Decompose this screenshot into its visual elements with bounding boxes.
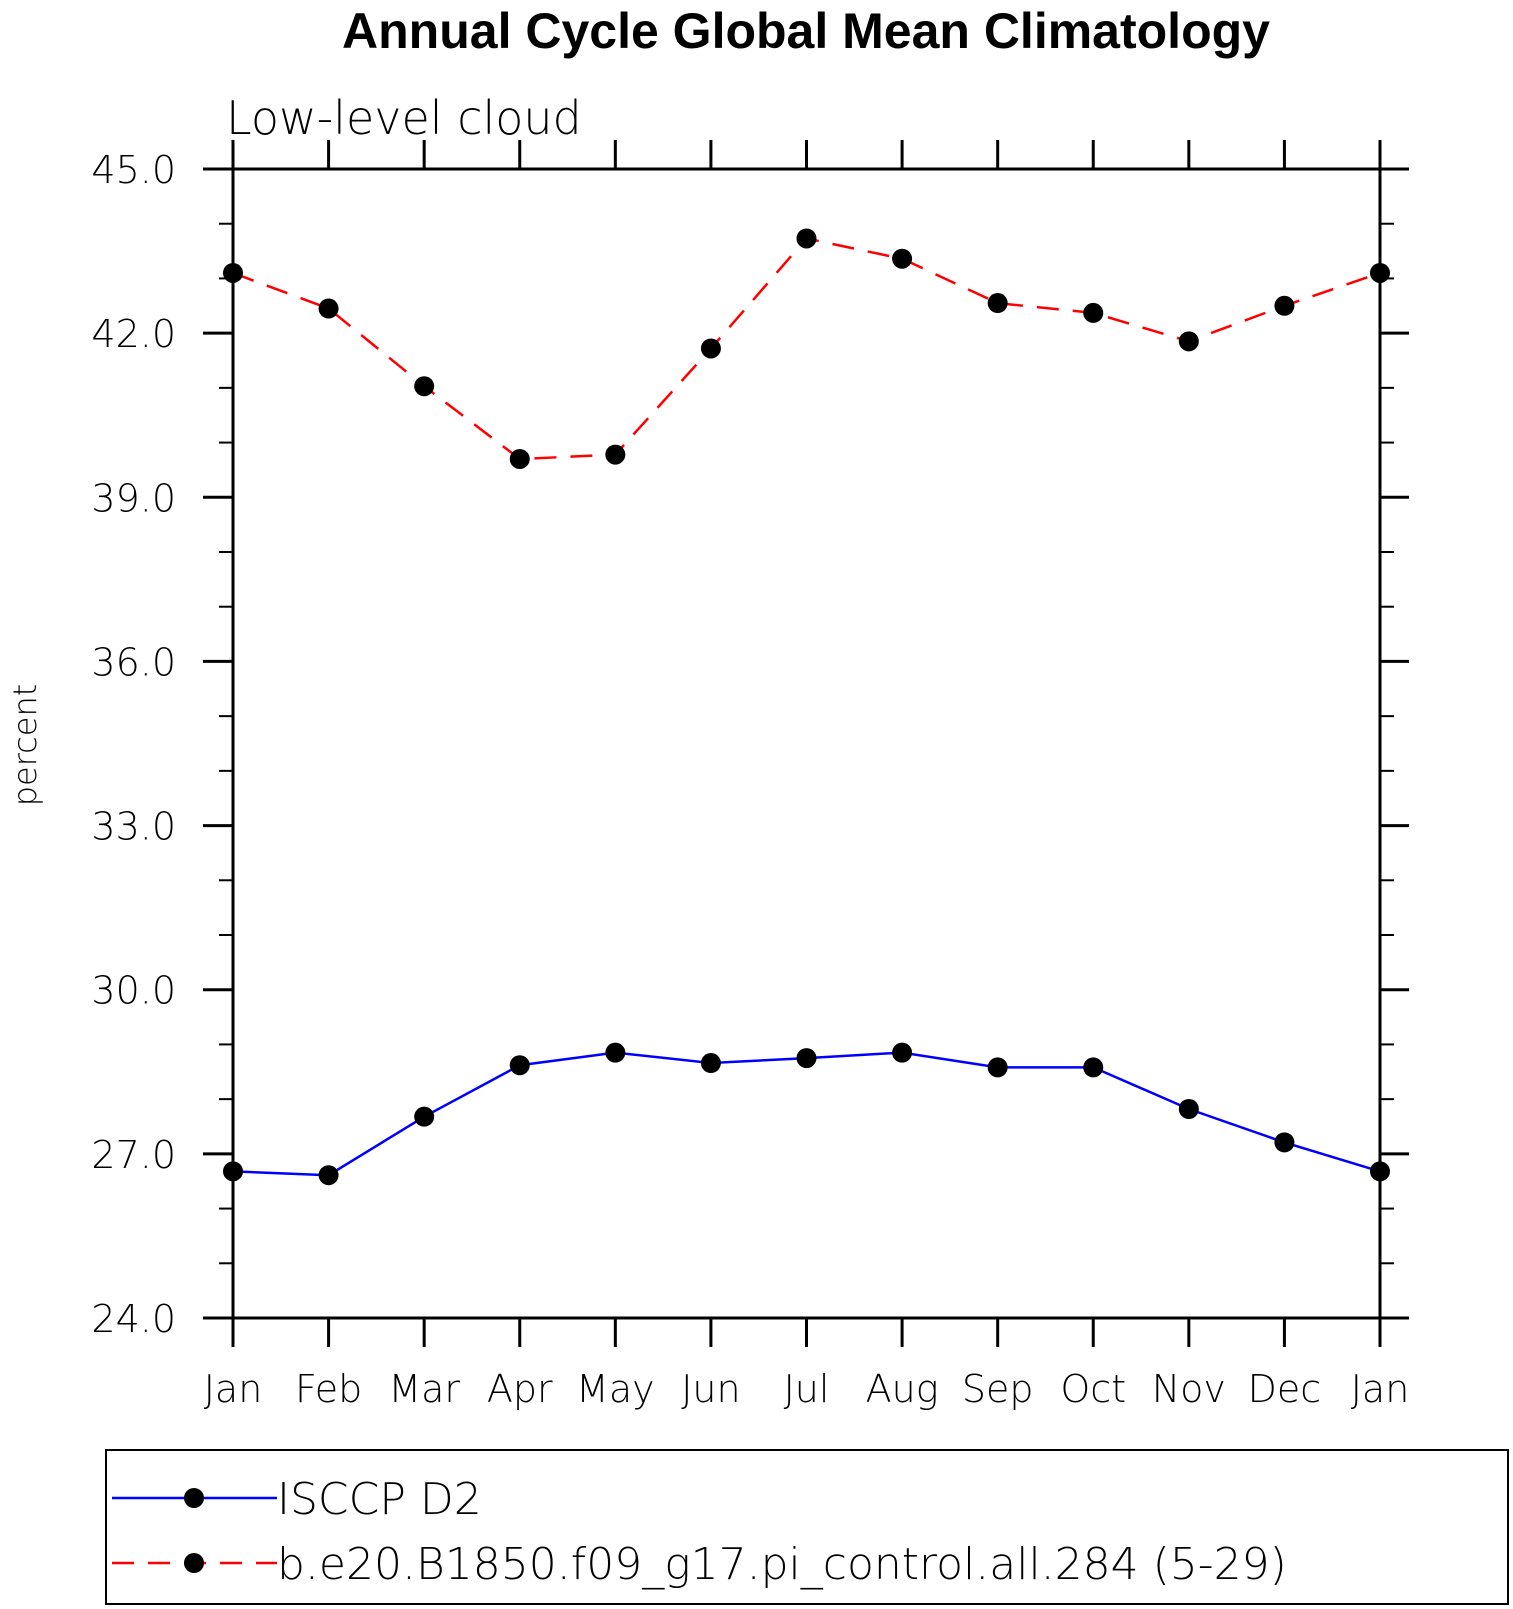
data-point (318, 298, 339, 319)
series-line (232, 1051, 1381, 1177)
x-tick-label: Oct (1060, 1367, 1126, 1411)
series-2 (223, 228, 1390, 469)
x-tick-label: Jan (1351, 1367, 1410, 1411)
plot-frame (231, 167, 1382, 1320)
data-point (1274, 1132, 1295, 1153)
data-point (987, 293, 1008, 314)
legend-marker (184, 1553, 204, 1573)
x-tick-label: Apr (487, 1367, 553, 1411)
legend-marker (184, 1488, 204, 1508)
data-point (700, 338, 721, 359)
legend-box (105, 1449, 1509, 1605)
data-point (1083, 302, 1104, 323)
data-point (987, 1057, 1008, 1078)
data-point (1370, 262, 1390, 283)
x-tick-label: Aug (866, 1367, 939, 1411)
y-tick-label: 42.0 (91, 312, 176, 356)
data-point (892, 248, 913, 269)
y-axis-label: percent (6, 684, 44, 807)
x-tick-label: Jan (204, 1367, 263, 1411)
data-point (1083, 1057, 1104, 1078)
y-tick-label: 39.0 (91, 476, 176, 520)
data-point (1178, 331, 1199, 352)
data-point (414, 1106, 435, 1127)
data-point (796, 1048, 817, 1069)
series-layer (223, 228, 1390, 1186)
data-point (1274, 295, 1295, 316)
legend-item: b.e20.B1850.f09_g17.pi_control.all.284 (… (112, 1539, 1287, 1590)
data-point (892, 1042, 913, 1063)
legend-label: b.e20.B1850.f09_g17.pi_control.all.284 (… (277, 1539, 1287, 1590)
data-point (509, 448, 530, 469)
data-point (1178, 1098, 1199, 1119)
y-tick-label: 27.0 (91, 1133, 176, 1177)
data-point (796, 228, 817, 249)
x-tick-label: May (576, 1367, 655, 1411)
data-point (700, 1053, 721, 1074)
chart-title: Annual Cycle Global Mean Climatology (342, 3, 1270, 59)
data-point (223, 262, 243, 283)
y-tick-label: 24.0 (91, 1297, 176, 1341)
x-tick-label: Mar (388, 1367, 460, 1411)
y-tick-label: 33.0 (91, 805, 176, 849)
x-tick-label: Feb (295, 1367, 362, 1411)
data-point (605, 444, 626, 465)
data-point (509, 1055, 530, 1076)
x-tick-label: Sep (962, 1367, 1034, 1411)
series-1 (223, 1042, 1390, 1186)
data-point (605, 1042, 626, 1063)
y-tick-label: 30.0 (91, 969, 176, 1013)
y-tick-label: 36.0 (91, 640, 176, 684)
legend: ISCCP D2 b.e20.B1850.f09_g17.pi_control.a… (105, 1449, 1509, 1605)
data-point (1370, 1161, 1390, 1182)
y-tick-label: 45.0 (91, 148, 176, 192)
axes: Jan Feb Mar Apr May Jun Jul Aug Sep Oct Nov Dec Jan 2… (91, 140, 1409, 1411)
legend-item: ISCCP D2 (112, 1474, 482, 1525)
x-tick-label: Jun (681, 1367, 740, 1411)
x-tick-label: Nov (1152, 1367, 1226, 1411)
data-point (318, 1165, 339, 1186)
x-tick-label: Jul (784, 1367, 830, 1411)
x-tick-label: Dec (1248, 1367, 1322, 1411)
series-line (232, 237, 1381, 461)
chart-subtitle: Low-level cloud (226, 91, 582, 145)
legend-label: ISCCP D2 (277, 1474, 482, 1525)
data-point (414, 376, 435, 397)
data-point (223, 1161, 243, 1182)
